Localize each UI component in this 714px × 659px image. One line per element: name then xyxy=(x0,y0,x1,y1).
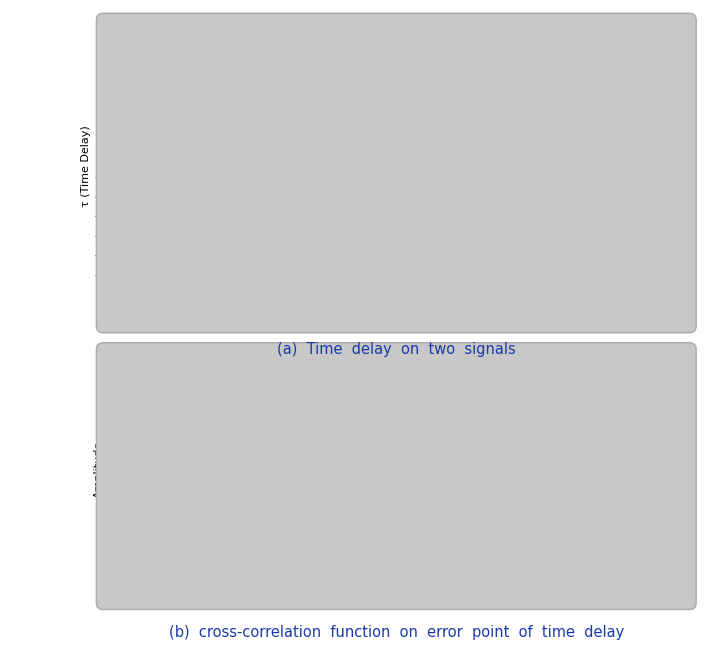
X-axis label: Index: Index xyxy=(391,314,423,324)
Y-axis label: Amplitude: Amplitude xyxy=(94,441,104,498)
Text: (a)  Time  delay  on  two  signals: (a) Time delay on two signals xyxy=(277,342,516,357)
X-axis label: Time: Time xyxy=(393,590,421,600)
Text: (b)  cross-correlation  function  on  error  point  of  time  delay: (b) cross-correlation function on error … xyxy=(169,625,624,640)
Y-axis label: τ (Time Delay): τ (Time Delay) xyxy=(81,125,91,208)
